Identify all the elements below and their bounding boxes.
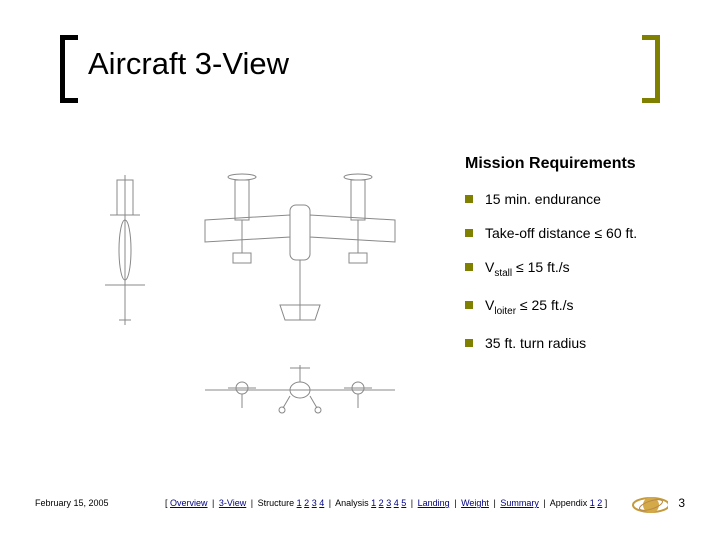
requirements-list: 15 min. endurance Take-off distance ≤ 60 …: [465, 191, 680, 351]
requirements-panel: Mission Requirements 15 min. endurance Ta…: [465, 155, 680, 435]
bracket-left-icon: [60, 35, 78, 103]
nav-link-num[interactable]: 4: [394, 498, 399, 508]
requirements-heading: Mission Requirements: [465, 155, 680, 173]
footer-right: 3: [630, 491, 685, 515]
nav-link[interactable]: Weight: [461, 498, 489, 508]
nav-link[interactable]: Summary: [500, 498, 539, 508]
aircraft-drawing-icon: [85, 155, 435, 435]
nav-link-num[interactable]: 3: [312, 498, 317, 508]
nav-link-num[interactable]: 2: [379, 498, 384, 508]
content-area: Mission Requirements 15 min. endurance Ta…: [85, 155, 680, 435]
title-bar: Aircraft 3-View: [60, 40, 660, 100]
nav-link-num[interactable]: 2: [597, 498, 602, 508]
nav-link[interactable]: Overview: [170, 498, 208, 508]
requirement-item: Vloiter ≤ 25 ft./s: [465, 297, 680, 317]
nav-link-num[interactable]: 1: [590, 498, 595, 508]
requirement-item: Vstall ≤ 15 ft./s: [465, 259, 680, 279]
aircraft-3view-diagram: [85, 155, 435, 435]
nav-link-num[interactable]: 1: [371, 498, 376, 508]
nav-link-num[interactable]: 2: [304, 498, 309, 508]
nav-link-num[interactable]: 4: [319, 498, 324, 508]
requirement-item: Take-off distance ≤ 60 ft.: [465, 225, 680, 241]
footer-nav: [ Overview | 3-View | Structure 1 2 3 4 …: [165, 498, 630, 508]
nav-link[interactable]: Landing: [418, 498, 450, 508]
nav-link[interactable]: 3-View: [219, 498, 246, 508]
requirement-item: 35 ft. turn radius: [465, 335, 680, 351]
page-number: 3: [678, 496, 685, 510]
page-title: Aircraft 3-View: [88, 46, 289, 82]
nav-link-num[interactable]: 1: [297, 498, 302, 508]
footer-date: February 15, 2005: [35, 498, 135, 508]
nav-link-num[interactable]: 3: [386, 498, 391, 508]
requirement-item: 15 min. endurance: [465, 191, 680, 207]
logo-icon: [630, 491, 668, 515]
bracket-right-icon: [642, 35, 660, 103]
slide-footer: February 15, 2005 [ Overview | 3-View | …: [35, 491, 685, 515]
nav-link-num[interactable]: 5: [401, 498, 406, 508]
